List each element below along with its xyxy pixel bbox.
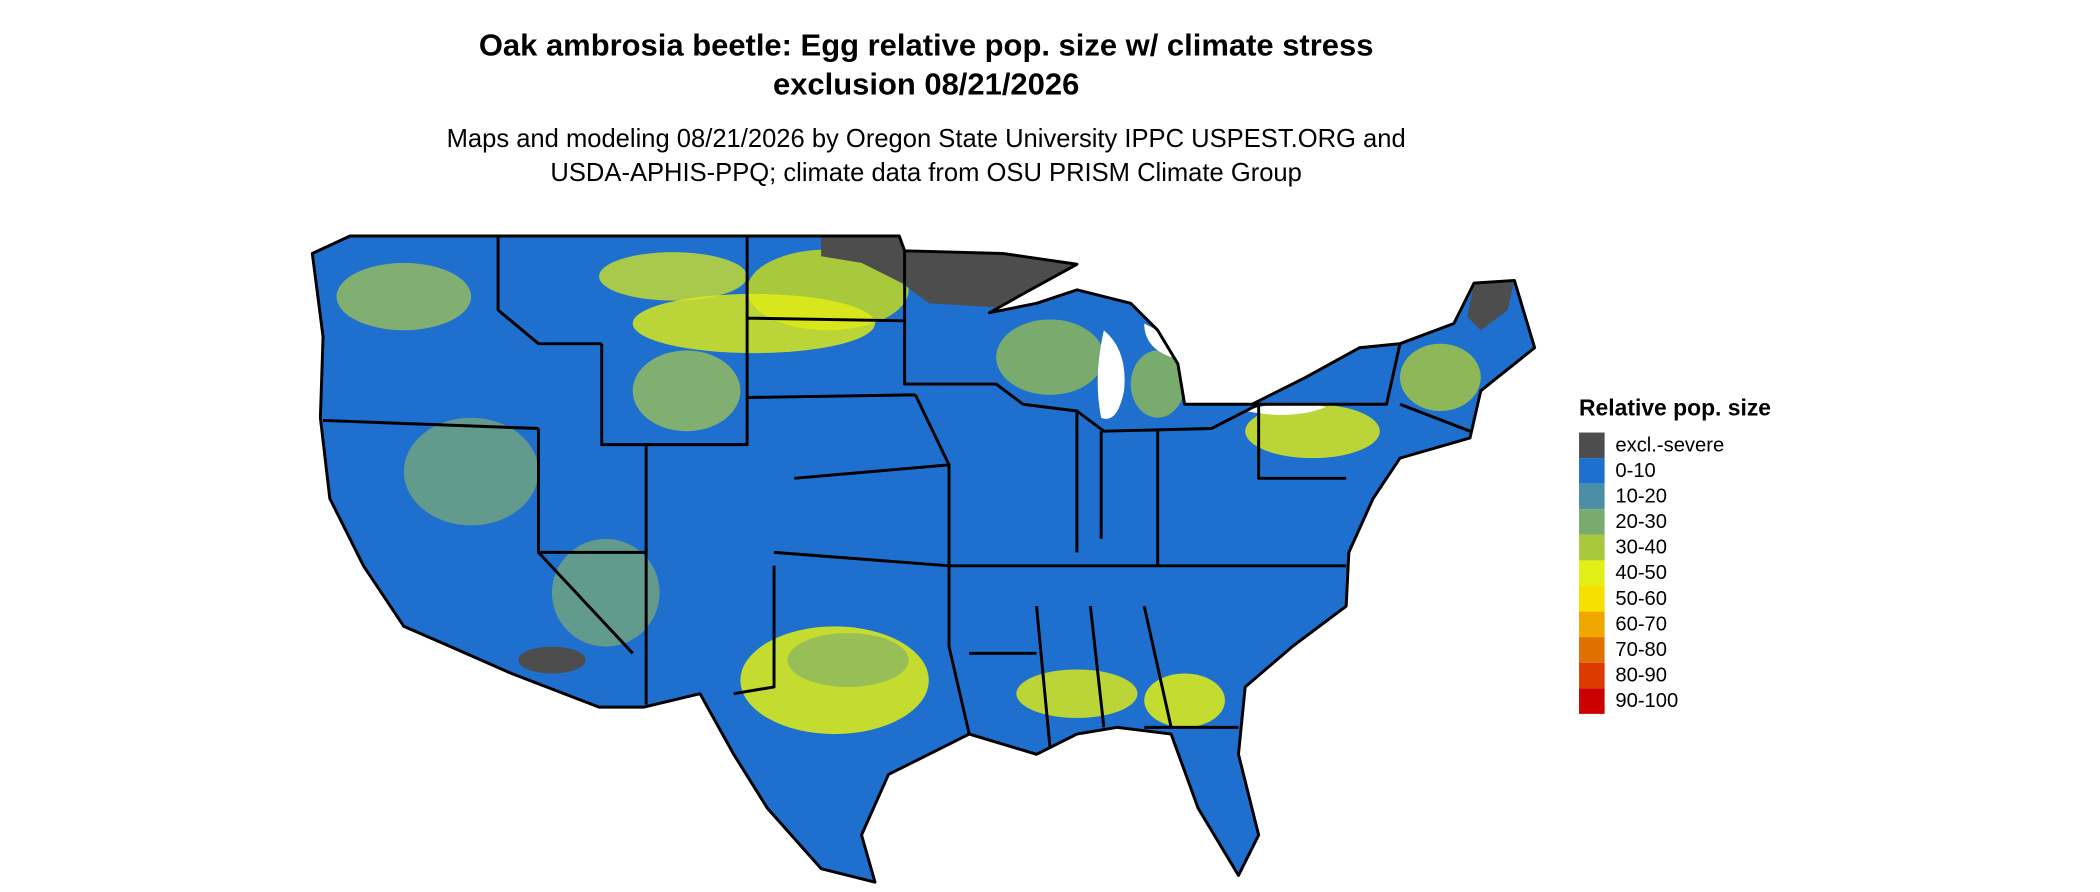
legend-swatch [1579, 432, 1605, 459]
legend-label: 10-20 [1615, 485, 1667, 507]
legend-label: 90-100 [1615, 690, 1678, 712]
legend-label: 70-80 [1615, 639, 1667, 661]
title-line: Oak ambrosia beetle: Egg relative pop. s… [479, 28, 1374, 63]
legend-swatch [1579, 662, 1605, 689]
legend: excl.-severe 0-10 10-20 20-30 30-40 40-50 50-6… [1579, 432, 1724, 714]
legend-label: 80-90 [1615, 665, 1667, 687]
legend-swatch [1579, 586, 1605, 612]
legend-label: 60-70 [1615, 613, 1667, 635]
legend-swatch [1579, 688, 1605, 714]
title-line: exclusion 08/21/2026 [773, 67, 1079, 102]
legend-label: excl.-severe [1615, 434, 1724, 456]
legend-swatch [1579, 611, 1605, 638]
risk-zones [336, 235, 1515, 735]
legend-swatch [1579, 509, 1605, 535]
legend-label: 40-50 [1615, 562, 1667, 584]
legend-swatch [1579, 560, 1605, 586]
state-lines [323, 237, 1471, 748]
great-lakes [1097, 323, 1326, 419]
border [310, 234, 1537, 884]
subtitle-line: Maps and modeling 08/21/2026 by Oregon S… [447, 125, 1406, 153]
legend-label: 0-10 [1615, 460, 1655, 482]
legend-label: 50-60 [1615, 588, 1667, 610]
legend-swatch [1579, 637, 1605, 663]
legend-swatch [1579, 534, 1605, 561]
land [312, 236, 1535, 883]
legend-label: 20-30 [1615, 511, 1667, 533]
subtitle-line: USDA-APHIS-PPQ; climate data from OSU PR… [550, 159, 1301, 187]
legend-swatch [1579, 483, 1605, 510]
legend-label: 30-40 [1615, 537, 1667, 559]
us-map [310, 234, 1537, 884]
legend-title: Relative pop. size [1579, 395, 1771, 421]
legend-swatch [1579, 458, 1605, 484]
